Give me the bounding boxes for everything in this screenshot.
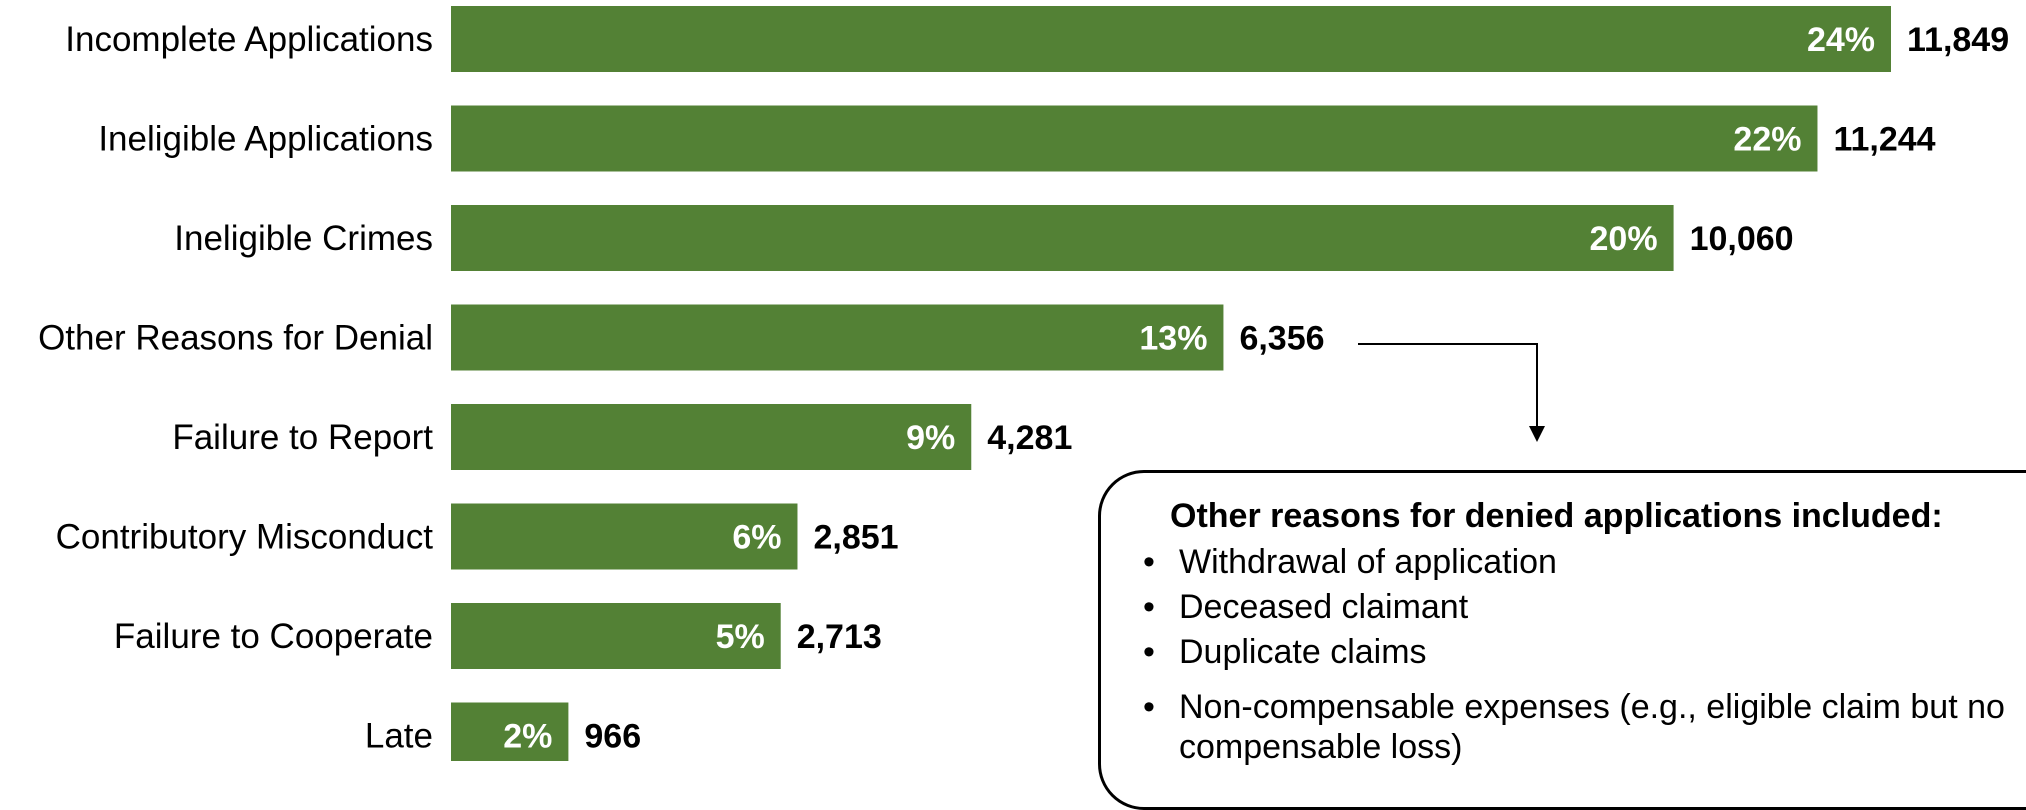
callout-arrow-line <box>1358 343 1538 428</box>
percent-label: 5% <box>716 618 765 656</box>
callout-item-text: Deceased claimant <box>1179 588 1469 626</box>
percent-label: 22% <box>1733 121 1801 159</box>
bar <box>451 702 569 761</box>
category-label: Incomplete Applications <box>65 20 433 59</box>
callout-title: Other reasons for denied applications in… <box>1170 497 1943 535</box>
percent-label: 20% <box>1590 220 1658 258</box>
bar <box>451 105 1818 172</box>
value-label: 10,060 <box>1690 220 1794 258</box>
value-label: 4,281 <box>987 419 1072 457</box>
category-label: Other Reasons for Denial <box>38 319 433 358</box>
bullet-icon: • <box>1143 543 1155 581</box>
callout-item: • Duplicate claims <box>1143 630 2023 675</box>
bullet-icon: • <box>1143 633 1155 671</box>
category-label: Contributory Misconduct <box>56 518 434 557</box>
bullet-icon: • <box>1143 588 1155 626</box>
category-label: Late <box>365 717 433 756</box>
callout-item-text: Withdrawal of application <box>1179 543 1557 581</box>
bar <box>451 603 781 669</box>
percent-label: 6% <box>732 519 781 557</box>
bar <box>451 304 1224 371</box>
value-label: 966 <box>584 718 641 756</box>
callout-item: • Deceased claimant <box>1143 585 2023 630</box>
percent-label: 24% <box>1807 21 1875 59</box>
category-label: Ineligible Crimes <box>174 219 433 258</box>
category-label: Ineligible Applications <box>98 120 433 159</box>
bars-layer <box>451 6 1891 761</box>
bullet-icon: • <box>1143 688 1155 726</box>
denial-reasons-bar-chart: Incomplete Applications 24% 11,849 Ineligib… <box>38 6 2009 761</box>
value-label: 2,851 <box>813 519 898 557</box>
value-label: 11,244 <box>1833 121 1935 159</box>
category-label: Failure to Cooperate <box>114 617 433 656</box>
value-label: 6,356 <box>1239 320 1324 358</box>
labels-layer: Incomplete Applications 24% 11,849 Ineligib… <box>38 20 2009 756</box>
callout-item: • Non-compensable expenses (e.g., eligibl… <box>1143 687 2023 767</box>
value-label: 2,713 <box>797 618 882 656</box>
callout-arrow-head <box>1529 426 1545 442</box>
bar <box>451 404 972 470</box>
other-reasons-callout-box <box>1098 470 2026 810</box>
bar <box>451 205 1674 271</box>
percent-label: 9% <box>906 419 955 457</box>
callout-item-text: Non-compensable expenses (e.g., eligible… <box>1179 688 2005 766</box>
callout-list: • Withdrawal of application • Deceased cla… <box>1143 540 2023 767</box>
bar <box>451 6 1891 72</box>
callout-item-text: Duplicate claims <box>1179 633 1427 671</box>
callout-item: • Withdrawal of application <box>1143 540 2023 585</box>
bar <box>451 503 798 570</box>
percent-label: 13% <box>1139 320 1207 358</box>
category-label: Failure to Report <box>172 418 433 457</box>
percent-label: 2% <box>503 718 552 756</box>
value-label: 11,849 <box>1907 21 2009 59</box>
